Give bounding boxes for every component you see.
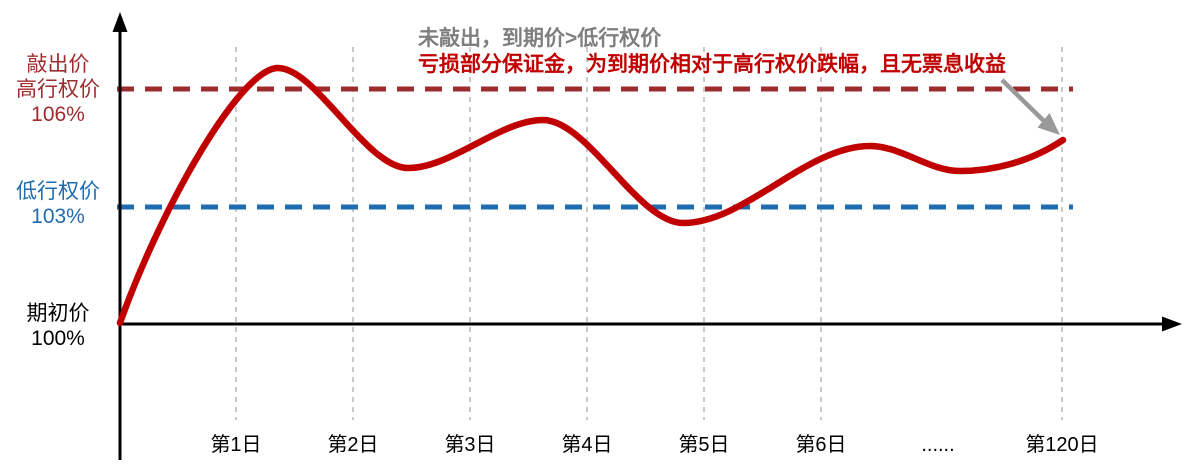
y-label-initial-price: 期初价 100% <box>0 301 116 351</box>
day-gridlines <box>235 47 1063 420</box>
y-label-knockout-line2: 高行权价 <box>16 78 100 101</box>
annotation-arrow-line <box>1000 78 1048 125</box>
y-label-knockout-line1: 敲出价 <box>26 53 90 76</box>
x-axis-label-5: 第6日 <box>795 434 847 456</box>
y-label-low-strike-line2: 103% <box>31 205 85 228</box>
y-label-initial-line2: 100% <box>31 327 85 350</box>
x-axis-label-1: 第2日 <box>327 434 379 456</box>
x-axis-label-4: 第5日 <box>678 434 730 456</box>
y-label-initial-line1: 期初价 <box>26 302 90 325</box>
y-label-knockout-price: 敲出价 高行权价 106% <box>0 52 116 127</box>
price-path-curve <box>116 64 1067 327</box>
x-axis-label-0: 第1日 <box>210 434 262 456</box>
x-axis-label-6: ...... <box>921 434 955 456</box>
y-label-low-strike-price: 低行权价 103% <box>0 179 116 229</box>
y-axis-arrowhead-icon <box>112 12 128 32</box>
y-label-knockout-line3: 106% <box>31 103 85 126</box>
x-axis-label-7: 第120日 <box>1025 434 1099 456</box>
x-axis-arrowhead-icon <box>1162 316 1182 332</box>
annotation-arrowhead-icon <box>1037 113 1060 135</box>
annotation-not-knocked-out: 未敲出，到期价>低行权价 <box>418 27 662 50</box>
x-axis-label-3: 第4日 <box>561 434 613 456</box>
annotation-block: 未敲出，到期价>低行权价 亏损部分保证金，为到期价相对于高行权价跌幅，且无票息收… <box>418 26 1006 78</box>
annotation-loss-description: 亏损部分保证金，为到期价相对于高行权价跌幅，且无票息收益 <box>418 53 1006 76</box>
x-axis-label-2: 第3日 <box>444 434 496 456</box>
y-label-low-strike-line1: 低行权价 <box>16 180 100 203</box>
